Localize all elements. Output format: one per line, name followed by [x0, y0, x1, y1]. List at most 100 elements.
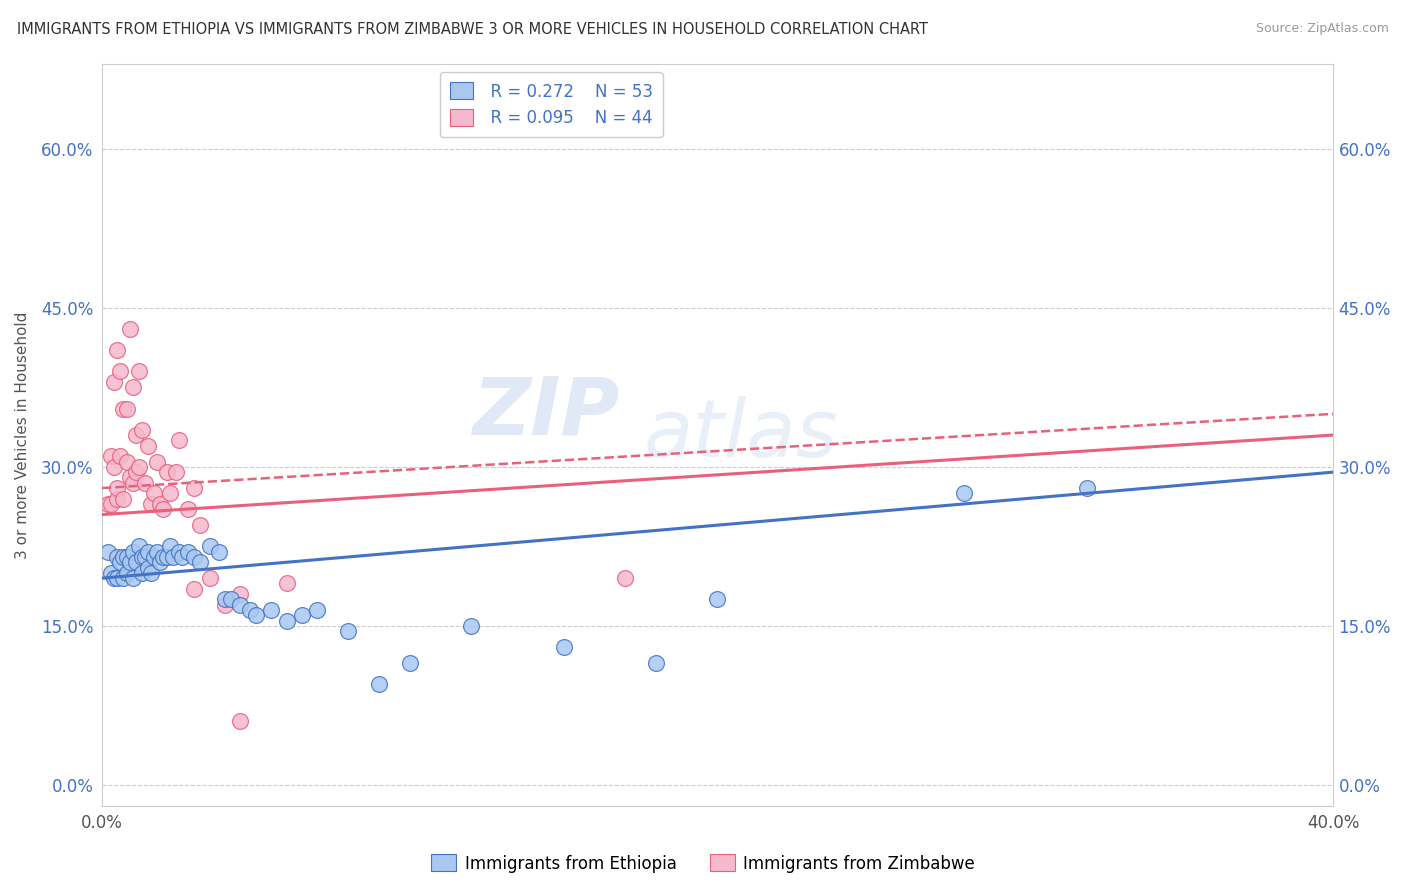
Point: [121, 571, 143, 585]
Point: [183, 481, 205, 495]
Point: [337, 624, 360, 639]
Point: [368, 677, 391, 691]
Legend: Immigrants from Ethiopia, Immigrants from Zimbabwe: Immigrants from Ethiopia, Immigrants fro…: [425, 847, 981, 880]
Point: [115, 454, 138, 468]
Point: [125, 428, 148, 442]
Point: [136, 544, 159, 558]
Point: [128, 459, 150, 474]
Point: [112, 571, 135, 585]
Point: [143, 486, 166, 500]
Point: [105, 571, 128, 585]
Point: [105, 549, 128, 564]
Point: [159, 486, 181, 500]
Point: [103, 459, 125, 474]
Point: [115, 401, 138, 416]
Point: [553, 640, 575, 654]
Point: [183, 549, 205, 564]
Point: [229, 714, 252, 729]
Point: [118, 555, 141, 569]
Point: [183, 582, 205, 596]
Point: [121, 380, 143, 394]
Point: [190, 518, 212, 533]
Point: [219, 592, 242, 607]
Point: [208, 544, 231, 558]
Point: [162, 549, 184, 564]
Point: [146, 454, 169, 468]
Point: [152, 502, 174, 516]
Point: [115, 549, 138, 564]
Point: [112, 549, 135, 564]
Point: [118, 470, 141, 484]
Point: [307, 603, 329, 617]
Point: [118, 322, 141, 336]
Point: [177, 502, 200, 516]
Point: [245, 608, 267, 623]
Point: [131, 549, 153, 564]
Point: [214, 598, 236, 612]
Point: [214, 592, 236, 607]
Point: [131, 423, 153, 437]
Point: [239, 603, 262, 617]
Point: [97, 497, 120, 511]
Point: [146, 544, 169, 558]
Point: [460, 619, 482, 633]
Point: [143, 549, 166, 564]
Point: [141, 566, 163, 580]
Point: [134, 549, 156, 564]
Point: [159, 540, 181, 554]
Point: [121, 544, 143, 558]
Text: ZIP: ZIP: [471, 374, 619, 452]
Point: [100, 566, 122, 580]
Point: [110, 555, 132, 569]
Point: [105, 343, 128, 358]
Point: [141, 497, 163, 511]
Point: [398, 656, 420, 670]
Point: [165, 465, 187, 479]
Point: [121, 475, 143, 490]
Point: [149, 497, 172, 511]
Point: [260, 603, 283, 617]
Point: [115, 566, 138, 580]
Point: [149, 555, 172, 569]
Legend:   R = 0.272    N = 53,   R = 0.095    N = 44: R = 0.272 N = 53, R = 0.095 N = 44: [440, 72, 662, 137]
Text: atlas: atlas: [644, 396, 838, 474]
Point: [105, 491, 128, 506]
Text: IMMIGRANTS FROM ETHIOPIA VS IMMIGRANTS FROM ZIMBABWE 3 OR MORE VEHICLES IN HOUSE: IMMIGRANTS FROM ETHIOPIA VS IMMIGRANTS F…: [17, 22, 928, 37]
Point: [198, 571, 221, 585]
Point: [103, 375, 125, 389]
Point: [112, 401, 135, 416]
Point: [198, 540, 221, 554]
Point: [100, 497, 122, 511]
Point: [229, 598, 252, 612]
Point: [131, 566, 153, 580]
Point: [155, 465, 177, 479]
Point: [276, 576, 298, 591]
Point: [152, 549, 174, 564]
Point: [105, 481, 128, 495]
Point: [125, 555, 148, 569]
Point: [177, 544, 200, 558]
Point: [167, 544, 190, 558]
Point: [110, 450, 132, 464]
Point: [136, 439, 159, 453]
Point: [706, 592, 728, 607]
Point: [614, 571, 637, 585]
Y-axis label: 3 or more Vehicles in Household: 3 or more Vehicles in Household: [15, 311, 30, 558]
Point: [229, 587, 252, 601]
Point: [155, 549, 177, 564]
Point: [103, 571, 125, 585]
Point: [291, 608, 314, 623]
Point: [952, 486, 974, 500]
Point: [134, 475, 156, 490]
Point: [644, 656, 666, 670]
Point: [276, 614, 298, 628]
Point: [1076, 481, 1098, 495]
Point: [128, 540, 150, 554]
Point: [97, 544, 120, 558]
Point: [190, 555, 212, 569]
Point: [100, 450, 122, 464]
Point: [125, 465, 148, 479]
Point: [128, 364, 150, 378]
Point: [170, 549, 193, 564]
Point: [167, 434, 190, 448]
